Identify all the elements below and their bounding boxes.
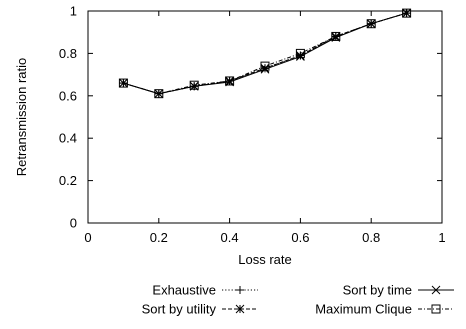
- y-tick-label: 0.8: [59, 46, 77, 61]
- y-tick-label: 1: [70, 4, 77, 19]
- x-tick-label: 1: [438, 230, 445, 245]
- legend-marker: [236, 286, 244, 294]
- data-point-sort-by-utility: [331, 32, 341, 41]
- x-tick-label: 0.2: [150, 230, 168, 245]
- data-point-maximum-clique: [402, 8, 412, 18]
- series-maximum-clique: [118, 8, 412, 99]
- legend-item-maximum-clique: Maximum Clique: [315, 302, 454, 317]
- axes: 0 0.2 0.4 0.6 0.8 1 0 0.2 0.4 0.6 0.8 1: [59, 4, 446, 246]
- y-tick-label: 0: [70, 216, 77, 231]
- legend-label: Exhaustive: [152, 283, 216, 298]
- data-point-maximum-clique: [225, 76, 235, 86]
- legend: Exhaustive Sort by time Sort by utility Max…: [142, 283, 454, 317]
- legend-label: Sort by time: [343, 283, 412, 298]
- legend-label: Sort by utility: [142, 302, 217, 317]
- legend-marker: [431, 285, 441, 295]
- data-point-maximum-clique: [295, 48, 305, 58]
- series-line-maximum-clique: [123, 12, 407, 95]
- data-point-maximum-clique: [189, 80, 199, 90]
- x-tick-label: 0.8: [362, 230, 380, 245]
- y-tick-label: 0.4: [59, 131, 77, 146]
- data-point-maximum-clique: [366, 19, 376, 29]
- legend-label: Maximum Clique: [315, 302, 412, 317]
- data-point-maximum-clique: [154, 89, 164, 99]
- x-tick-label: 0.4: [221, 230, 239, 245]
- data-point-sort-by-utility: [296, 51, 305, 60]
- plot-frame: [87, 10, 443, 224]
- data-point-sort-by-utility: [119, 78, 128, 88]
- y-tick-label: 0.6: [59, 88, 77, 103]
- legend-item-exhaustive: Exhaustive: [152, 283, 258, 298]
- series-line-sort-by-utility: [123, 12, 407, 95]
- data-point-maximum-clique: [118, 78, 128, 88]
- y-tick-label: 0.2: [59, 173, 77, 188]
- legend-item-sort-by-utility: Sort by utility: [142, 302, 258, 317]
- legend-item-sort-by-time: Sort by time: [343, 283, 454, 298]
- series-group: [118, 8, 412, 99]
- y-axis-label: Retransmission ratio: [14, 58, 29, 177]
- series-line-exhaustive: [123, 12, 407, 95]
- data-point-maximum-clique: [260, 61, 270, 71]
- legend-marker: [431, 304, 441, 314]
- data-point-maximum-clique: [331, 31, 341, 41]
- x-axis-label: Loss rate: [238, 252, 291, 267]
- x-tick-label: 0.6: [291, 230, 309, 245]
- series-line-sort-by-time: [123, 12, 407, 95]
- legend-marker: [235, 304, 245, 314]
- x-tick-label: 0: [84, 230, 91, 245]
